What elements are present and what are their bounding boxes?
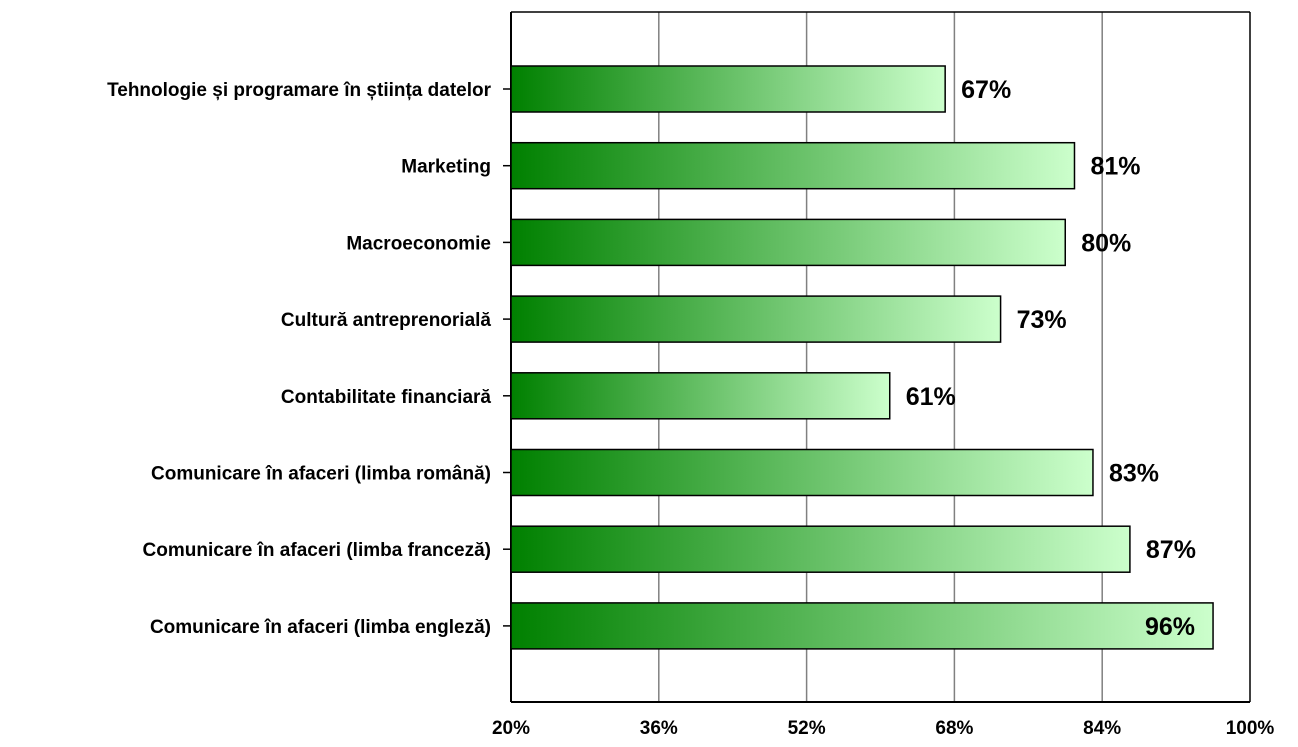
x-tick-label: 20% bbox=[492, 718, 530, 739]
bar bbox=[510, 448, 1094, 497]
x-tick-label: 100% bbox=[1226, 718, 1275, 739]
value-label: 80% bbox=[1081, 229, 1131, 257]
category-labels: Tehnologie și programare în știința date… bbox=[107, 80, 492, 638]
x-tick-label: 68% bbox=[935, 718, 973, 739]
category-label: Comunicare în afaceri (limba franceză) bbox=[143, 540, 491, 561]
value-labels: 67% 81% 80% 73% 61% 83% 87% 96% bbox=[906, 76, 1196, 641]
value-label: 96% bbox=[1145, 613, 1195, 641]
bar bbox=[510, 602, 1214, 650]
x-tick-label: 84% bbox=[1083, 718, 1121, 739]
category-label: Comunicare în afaceri (limba română) bbox=[151, 464, 491, 485]
value-label: 73% bbox=[1017, 306, 1067, 334]
bar bbox=[510, 525, 1131, 573]
value-label: 87% bbox=[1146, 536, 1196, 564]
category-label: Comunicare în afaceri (limba engleză) bbox=[150, 617, 491, 638]
grid-lines bbox=[658, 12, 1103, 702]
bar bbox=[510, 65, 946, 113]
value-label: 83% bbox=[1109, 460, 1159, 488]
bar bbox=[510, 295, 1002, 343]
plot-frame bbox=[503, 11, 1251, 703]
category-label: Cultură antreprenorială bbox=[281, 310, 492, 331]
x-tick-label: 52% bbox=[788, 718, 826, 739]
bar bbox=[510, 372, 891, 420]
category-label: Marketing bbox=[401, 157, 491, 178]
bars bbox=[510, 65, 1214, 650]
value-label: 81% bbox=[1090, 153, 1140, 181]
value-label: 67% bbox=[961, 76, 1011, 104]
category-label: Tehnologie și programare în știința date… bbox=[107, 80, 492, 101]
value-label: 61% bbox=[906, 383, 956, 411]
bar bbox=[510, 218, 1066, 267]
x-tick-label: 36% bbox=[640, 718, 678, 739]
bar bbox=[510, 141, 1076, 190]
category-label: Macroeconomie bbox=[346, 233, 491, 254]
category-label: Contabilitate financiară bbox=[281, 387, 492, 408]
x-axis-ticks: 20% 36% 52% 68% 84% 100% bbox=[492, 718, 1274, 739]
